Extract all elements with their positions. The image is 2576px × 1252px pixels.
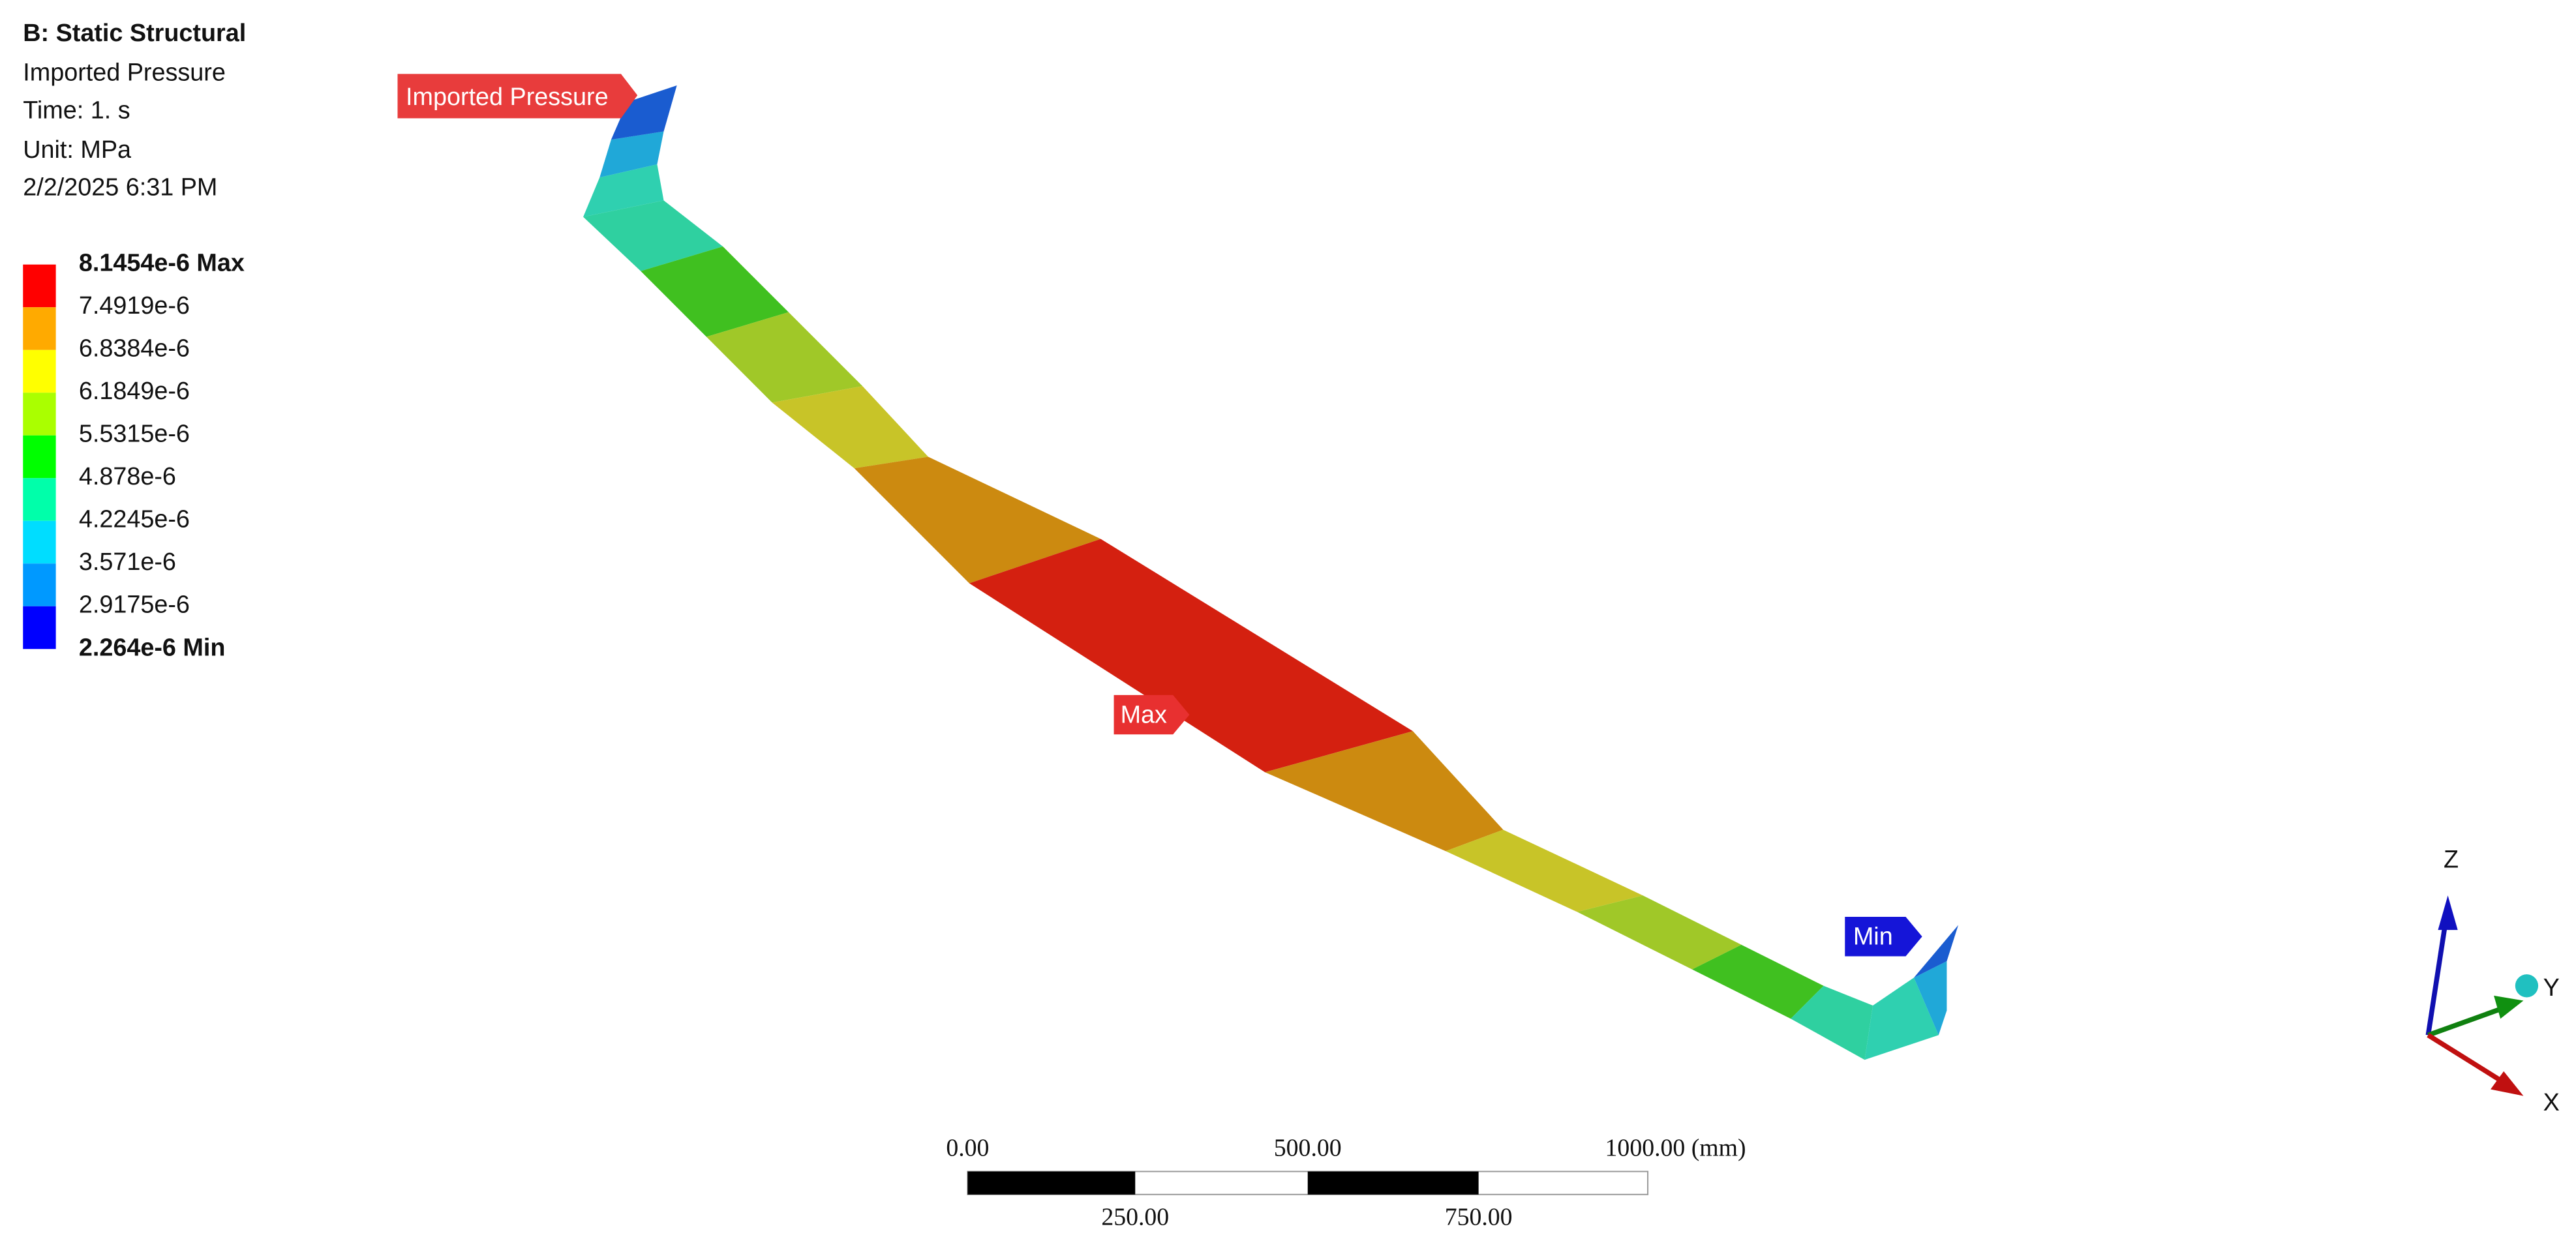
wing-band [583,200,723,271]
wing-band [1577,895,1742,970]
legend-label: 7.4919e-6 [79,292,190,320]
result-name: Imported Pressure [23,59,226,86]
wing-band [1265,731,1504,852]
wing-band [854,456,1101,584]
legend-label: 2.9175e-6 [79,591,190,619]
z-arrow [2438,895,2458,931]
wing-band [641,246,789,337]
wing-band [772,386,928,469]
legend-swatch [23,520,56,564]
legend-swatch [23,563,56,606]
winglet-band [611,85,677,140]
legend-swatch [23,264,56,308]
legend-swatch [23,393,56,436]
header: B: Static Structural Imported Pressure T… [23,20,246,201]
scale-segment [967,1171,1136,1195]
scale-label: 1000.00 (mm) [1605,1134,1746,1161]
legend: 8.1454e-6 Max 7.4919e-6 6.8384e-6 6.1849e-6… [23,250,245,661]
wing-band [706,312,863,403]
scale-label: 500.00 [1274,1134,1342,1161]
wing-band [1446,829,1643,912]
probe-label: Min [1853,923,1893,951]
axis-triad: Z Y X [2425,846,2560,1116]
legend-label: 3.571e-6 [79,548,176,576]
winglet-band [1864,977,1939,1060]
scale-bar: 0.00 500.00 1000.00 (mm) 250.00 750.00 [946,1134,1746,1230]
probe-flag [1845,916,1922,957]
legend-swatch [23,350,56,393]
analysis-title: B: Static Structural [23,20,246,47]
time: Time: 1. s [23,97,130,124]
probe-label: Imported Pressure [406,83,609,111]
winglet-band [599,131,664,178]
model [583,85,1959,1060]
legend-label: 4.2245e-6 [79,506,190,533]
probe-flag [1114,694,1190,735]
probe-max: Max [1114,694,1190,735]
scale-label: 0.00 [946,1134,989,1161]
legend-label: 8.1454e-6 Max [79,250,245,277]
legend-swatch [23,307,56,350]
legend-label: 5.5315e-6 [79,421,190,448]
y-arrow [2494,995,2524,1019]
legend-label: 6.8384e-6 [79,335,190,363]
scale-segment [1307,1171,1479,1195]
legend-swatch [23,435,56,479]
timestamp: 2/2/2025 6:31 PM [23,174,217,201]
legend-label: 6.1849e-6 [79,378,190,405]
wing-band [1791,985,1873,1060]
x-axis [2427,1033,2509,1087]
triad-ball [2515,974,2539,998]
winglet-band [583,164,664,217]
probe-min: Min [1845,916,1922,957]
triad-label: X [2543,1089,2560,1116]
legend-swatch [23,606,56,649]
probe-flag [397,74,638,119]
wing-band [969,539,1413,773]
winglet-band [1914,961,1947,1036]
probe-load: Imported Pressure [397,74,638,119]
scale-label: 750.00 [1445,1203,1513,1230]
legend-label: 4.878e-6 [79,463,176,490]
scale-label: 250.00 [1101,1203,1169,1230]
legend-swatch [23,478,56,521]
winglet-band [1914,925,1959,978]
triad-label: Z [2444,846,2459,873]
legend-label: 2.264e-6 Min [79,634,226,661]
wing-band [1692,944,1824,1019]
x-arrow [2491,1071,2524,1096]
probe-label: Max [1121,702,1167,729]
unit: Unit: MPa [23,136,131,164]
y-axis [2427,1003,2511,1037]
triad-label: Y [2543,974,2560,1002]
